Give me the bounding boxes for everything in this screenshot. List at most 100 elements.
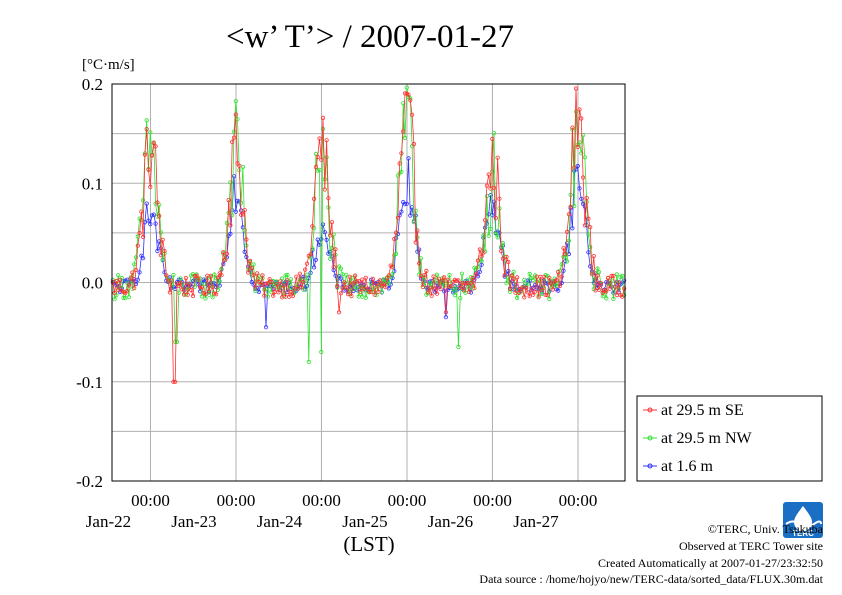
data-point	[356, 278, 361, 284]
data-point	[242, 249, 247, 254]
y-tick-label: -0.1	[76, 373, 103, 392]
data-point	[274, 282, 279, 287]
legend-label: at 29.5 m NW	[661, 430, 753, 447]
legend-swatch-marker	[647, 407, 653, 413]
data-point	[212, 272, 217, 277]
data-point	[153, 144, 158, 149]
data-point	[223, 257, 228, 263]
data-point	[383, 284, 388, 290]
data-point	[459, 271, 465, 276]
data-point	[148, 222, 153, 227]
data-point	[450, 287, 456, 292]
data-point	[265, 281, 270, 286]
data-point	[324, 237, 329, 242]
data-point	[547, 296, 552, 302]
data-point	[328, 256, 333, 261]
data-point	[386, 286, 391, 291]
data-point	[559, 262, 564, 267]
data-point	[491, 185, 497, 190]
data-point	[153, 221, 158, 226]
data-point	[395, 215, 400, 220]
data-point	[278, 279, 283, 284]
data-point	[554, 278, 559, 283]
data-point	[570, 125, 575, 130]
data-point	[306, 359, 311, 364]
data-point	[133, 267, 139, 273]
data-point	[221, 261, 226, 267]
data-point	[566, 238, 572, 243]
data-point	[399, 209, 404, 214]
data-point	[504, 281, 509, 286]
data-point	[497, 196, 502, 201]
data-point	[363, 295, 368, 300]
data-point	[208, 273, 213, 278]
y-tick-label: 0.2	[82, 75, 103, 94]
data-point	[377, 278, 383, 283]
data-point	[454, 278, 459, 283]
data-point	[319, 237, 324, 242]
data-point	[582, 155, 588, 160]
data-point	[579, 116, 584, 121]
data-point	[333, 247, 338, 252]
data-point	[132, 285, 137, 291]
data-point	[144, 201, 149, 206]
data-point	[228, 231, 233, 236]
data-point	[210, 295, 215, 300]
logo-drop-icon	[794, 506, 812, 531]
data-point	[221, 250, 226, 255]
data-point	[417, 261, 422, 266]
data-point	[468, 280, 473, 286]
data-point	[317, 136, 322, 141]
data-point	[390, 271, 395, 276]
data-point	[174, 339, 180, 345]
data-point	[470, 286, 475, 291]
x-tick-date: Jan-23	[171, 512, 216, 531]
data-point	[233, 112, 238, 117]
data-point	[185, 286, 190, 292]
data-point	[461, 288, 466, 293]
data-point	[463, 281, 468, 286]
data-point	[539, 290, 545, 295]
data-point	[114, 278, 119, 284]
data-point	[452, 292, 457, 298]
data-point	[319, 157, 324, 162]
x-tick-date: Jan-27	[513, 512, 559, 531]
data-point	[536, 295, 541, 300]
data-point	[613, 284, 618, 289]
data-point	[470, 275, 475, 280]
data-point	[539, 291, 545, 296]
data-point	[440, 278, 445, 283]
data-point	[456, 344, 461, 350]
data-point	[488, 193, 493, 198]
x-tick-time: 00:00	[131, 491, 170, 510]
data-point	[304, 272, 310, 277]
data-point	[447, 272, 452, 278]
data-point	[194, 273, 199, 278]
data-point	[203, 292, 208, 297]
data-point	[336, 310, 342, 315]
data-point	[242, 228, 247, 233]
data-point	[458, 295, 463, 301]
x-tick-time: 00:00	[302, 491, 341, 510]
data-point	[180, 287, 185, 292]
data-point	[577, 107, 582, 112]
data-point	[329, 220, 334, 225]
y-tick-label: 0.1	[82, 174, 103, 193]
data-point	[297, 271, 302, 276]
data-point	[527, 294, 532, 299]
data-point	[620, 294, 625, 299]
data-point	[237, 163, 242, 168]
data-point	[276, 290, 281, 295]
data-point	[388, 282, 393, 287]
data-point	[137, 270, 142, 275]
data-point	[538, 284, 543, 289]
data-point	[607, 286, 612, 291]
data-point	[358, 289, 363, 294]
data-point	[344, 285, 349, 290]
data-point	[157, 239, 162, 244]
data-point	[173, 379, 178, 384]
data-point	[468, 290, 473, 295]
data-point	[475, 264, 481, 270]
data-point	[192, 273, 197, 279]
data-point	[279, 276, 285, 281]
